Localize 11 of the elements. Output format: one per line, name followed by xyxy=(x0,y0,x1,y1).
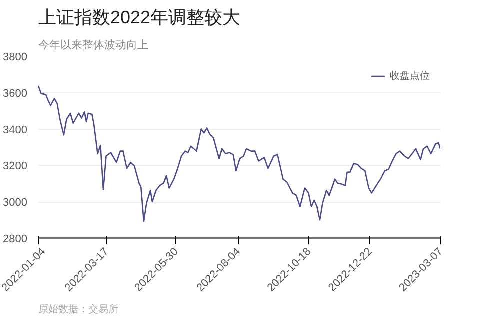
text: 原始数据：交易所 xyxy=(38,304,118,316)
y-tick-label: 3400 xyxy=(3,124,28,136)
y-tick-label: 3000 xyxy=(3,197,28,210)
line-series xyxy=(38,85,440,222)
y-tick-label: 3800 xyxy=(3,52,28,64)
y-tick-label: 3600 xyxy=(3,88,28,100)
chart-subtitle: 今年以来整体波动向上 xyxy=(38,38,148,52)
legend-label: 收盘点位 xyxy=(390,70,430,83)
y-tick-label: 2800 xyxy=(3,234,28,246)
chart-title: 上证指数2022年调整较大 xyxy=(38,8,241,28)
y-tick-label: 3200 xyxy=(3,160,28,173)
